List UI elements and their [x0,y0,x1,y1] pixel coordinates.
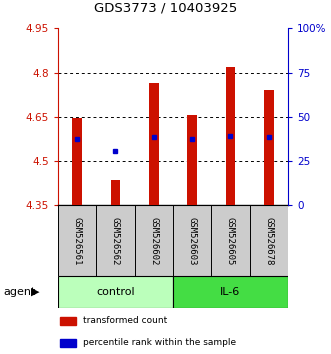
Text: GSM526602: GSM526602 [149,217,158,265]
Text: GDS3773 / 10403925: GDS3773 / 10403925 [94,1,237,14]
Bar [149,83,159,205]
Text: agent: agent [3,287,36,297]
Text: GSM526678: GSM526678 [264,217,273,265]
Bar [211,205,250,276]
Bar [226,67,235,205]
Bar [60,339,76,347]
Bar [58,205,96,276]
Bar [60,317,76,325]
Text: percentile rank within the sample: percentile rank within the sample [83,338,236,347]
Bar [250,205,288,276]
Text: GSM526603: GSM526603 [188,217,197,265]
Text: GSM526561: GSM526561 [72,217,82,265]
Text: transformed count: transformed count [83,316,167,325]
Bar [264,90,274,205]
Bar [58,276,173,308]
Bar [72,118,82,205]
Bar [173,276,288,308]
Text: ▶: ▶ [30,287,39,297]
Text: GSM526605: GSM526605 [226,217,235,265]
Bar [111,180,120,205]
Text: IL-6: IL-6 [220,287,241,297]
Text: GSM526562: GSM526562 [111,217,120,265]
Bar [173,205,211,276]
Text: control: control [96,287,135,297]
Bar [187,115,197,205]
Bar [135,205,173,276]
Bar [96,205,135,276]
